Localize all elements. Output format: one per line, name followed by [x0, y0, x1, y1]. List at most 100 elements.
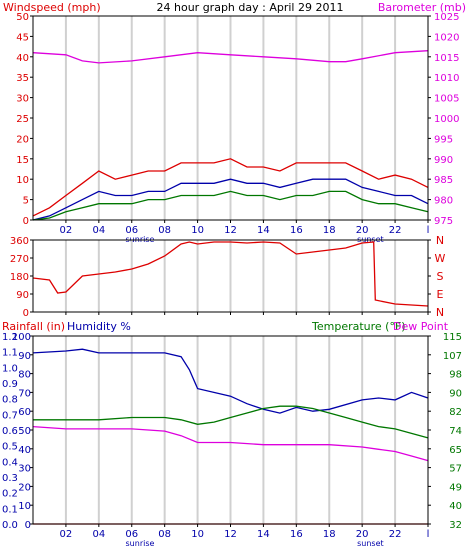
temperature-tick-label: 74	[449, 426, 462, 437]
right-tick-label: 995	[434, 134, 453, 145]
rainfall-tick-label: 0.1	[2, 504, 18, 515]
x-tick-label: 22	[389, 529, 402, 540]
rainfall-tick-label: 0.0	[2, 520, 18, 531]
x-tick-label: 04	[92, 529, 105, 540]
x-tick-label: 18	[323, 529, 336, 540]
right-tick-label: 1015	[434, 53, 459, 64]
rainfall-tick-label: 0.8	[2, 395, 18, 406]
right-tick-label: 985	[434, 175, 453, 186]
temperature-tick-label: 49	[449, 482, 462, 493]
temperature-tick-label: 82	[449, 407, 462, 418]
left-tick-label: 35	[16, 73, 29, 84]
series-temperature-magenta	[32, 425, 429, 462]
left-tick-label: 0	[23, 216, 29, 227]
x-tick-label: 20	[356, 225, 369, 236]
temperature-tick-label: 98	[449, 370, 462, 381]
temp-left-label: Rainfall (in)	[2, 320, 65, 333]
left-tick-label: 30	[16, 94, 29, 105]
humidity-tick-label: 20	[18, 482, 31, 493]
left-tick-label: 5	[23, 196, 29, 207]
x-tick-label: 22	[389, 225, 402, 236]
x-tick-label: 02	[60, 529, 73, 540]
temperature-tick-label: 57	[449, 464, 462, 475]
temperature-tick-label: 107	[443, 351, 462, 362]
x-tick-label: 06	[125, 225, 138, 236]
temperature-tick-label: 40	[449, 501, 462, 512]
left-tick-label: 180	[10, 272, 29, 283]
temperature-tick-label: 115	[443, 332, 462, 343]
rainfall-tick-label: 1.0	[2, 363, 18, 374]
temperature-tick-label: 90	[449, 388, 462, 399]
compass-label: N	[436, 234, 444, 247]
left-tick-label: 0	[23, 308, 29, 319]
x-tick-label: l	[427, 225, 430, 236]
compass-label: E	[437, 288, 444, 301]
left-tick-label: 10	[16, 175, 29, 186]
humidity-tick-label: 100	[12, 332, 31, 343]
rainfall-tick-label: 0.9	[2, 379, 18, 390]
humidity-tick-label: 90	[18, 351, 31, 362]
x-tick-label: 18	[323, 225, 336, 236]
humidity-tick-label: 80	[18, 370, 31, 381]
rainfall-tick-label: 1.1	[2, 348, 18, 359]
right-tick-label: 1025	[434, 12, 459, 23]
humidity-tick-label: 70	[18, 388, 31, 399]
compass-label: S	[437, 270, 444, 283]
humidity-tick-label: 50	[18, 426, 31, 437]
temperature-tick-label: 32	[449, 520, 462, 531]
left-tick-label: 270	[10, 254, 29, 265]
wind-left-label: Windspeed (mph)	[3, 1, 101, 14]
temp-right-label: Temperature (°F)	[311, 320, 406, 333]
chart-title: 24 hour graph day : April 29 2011	[157, 1, 344, 14]
sun-label: sunset	[357, 539, 384, 548]
series-wind-blue	[32, 178, 429, 221]
humidity-tick-label: 40	[18, 445, 31, 456]
x-tick-label: 10	[191, 225, 204, 236]
rainfall-tick-label: 0.2	[2, 489, 18, 500]
humidity-tick-label: 10	[18, 501, 31, 512]
series-temperature-blue	[32, 348, 429, 414]
left-tick-label: 20	[16, 134, 29, 145]
left-tick-label: 50	[16, 12, 29, 23]
x-tick-label: 16	[290, 529, 303, 540]
temp-right-label-2: Dew Point	[393, 320, 449, 333]
humidity-tick-label: 30	[18, 464, 31, 475]
rainfall-tick-label: 0.5	[2, 442, 18, 453]
left-tick-label: 45	[16, 32, 29, 43]
series-direction-red	[32, 241, 429, 307]
humidity-tick-label: 0	[25, 520, 31, 531]
x-tick-label: 12	[224, 529, 237, 540]
right-tick-label: 1000	[434, 114, 459, 125]
left-tick-label: 90	[16, 290, 29, 301]
humidity-tick-label: 60	[18, 407, 31, 418]
rainfall-tick-label: 0.4	[2, 457, 18, 468]
series-wind-red	[32, 158, 429, 217]
rainfall-tick-label: 0.6	[2, 426, 18, 437]
x-tick-label: 12	[224, 225, 237, 236]
left-tick-label: 15	[16, 155, 29, 166]
wind-right-label: Barometer (mb)	[378, 1, 466, 14]
right-tick-label: 975	[434, 216, 453, 227]
series-wind-green	[32, 190, 429, 221]
temperature-tick-label: 65	[449, 445, 462, 456]
x-tick-label: 10	[191, 529, 204, 540]
rainfall-tick-label: 0.3	[2, 473, 18, 484]
temp-mid-label: Humidity %	[67, 320, 131, 333]
x-tick-label: 08	[158, 225, 171, 236]
sun-label: sunrise	[126, 539, 155, 548]
right-tick-label: 1005	[434, 94, 459, 105]
x-tick-label: 08	[158, 529, 171, 540]
right-tick-label: 1020	[434, 32, 459, 43]
left-tick-label: 360	[10, 236, 29, 247]
right-tick-label: 980	[434, 196, 453, 207]
x-tick-label: 04	[92, 225, 105, 236]
left-tick-label: 25	[16, 114, 29, 125]
right-tick-label: 1010	[434, 73, 459, 84]
rainfall-tick-label: 0.7	[2, 410, 18, 421]
compass-label: N	[436, 306, 444, 319]
x-tick-label: l	[427, 529, 430, 540]
x-tick-label: 20	[356, 529, 369, 540]
x-tick-label: 06	[125, 529, 138, 540]
